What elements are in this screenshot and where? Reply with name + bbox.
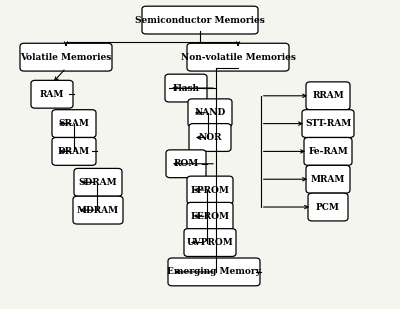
FancyBboxPatch shape — [187, 43, 289, 71]
Text: RAM: RAM — [40, 90, 64, 99]
FancyBboxPatch shape — [20, 43, 112, 71]
Text: EPROM: EPROM — [190, 185, 230, 195]
Text: NAND: NAND — [194, 108, 226, 117]
FancyBboxPatch shape — [302, 110, 354, 138]
FancyBboxPatch shape — [52, 138, 96, 165]
Text: MRAM: MRAM — [311, 175, 345, 184]
FancyBboxPatch shape — [52, 110, 96, 138]
FancyBboxPatch shape — [308, 193, 348, 221]
FancyBboxPatch shape — [306, 82, 350, 110]
Text: DRAM: DRAM — [58, 147, 90, 156]
Text: Semiconductor Memories: Semiconductor Memories — [135, 15, 265, 25]
FancyBboxPatch shape — [73, 196, 123, 224]
Text: SRAM: SRAM — [58, 119, 90, 128]
Text: PCM: PCM — [316, 202, 340, 212]
FancyBboxPatch shape — [304, 138, 352, 165]
FancyBboxPatch shape — [187, 176, 233, 204]
Text: Fe-RAM: Fe-RAM — [308, 147, 348, 156]
FancyBboxPatch shape — [31, 80, 73, 108]
FancyBboxPatch shape — [165, 74, 207, 102]
Text: STT-RAM: STT-RAM — [305, 119, 351, 128]
Text: RRAM: RRAM — [312, 91, 344, 100]
Text: NOR: NOR — [198, 133, 222, 142]
Text: MDRAM: MDRAM — [77, 205, 119, 215]
Text: Non-volatile Memories: Non-volatile Memories — [180, 53, 296, 62]
Text: Emerging Memory: Emerging Memory — [167, 267, 261, 277]
Text: SDRAM: SDRAM — [79, 178, 117, 187]
Text: Volatile Memories: Volatile Memories — [20, 53, 112, 62]
FancyBboxPatch shape — [184, 229, 236, 256]
Text: ROM: ROM — [173, 159, 199, 168]
Text: EEROM: EEROM — [190, 212, 230, 221]
FancyBboxPatch shape — [306, 165, 350, 193]
FancyBboxPatch shape — [166, 150, 206, 178]
FancyBboxPatch shape — [187, 202, 233, 230]
FancyBboxPatch shape — [189, 124, 231, 151]
FancyBboxPatch shape — [74, 168, 122, 196]
Text: Flash: Flash — [172, 83, 200, 93]
FancyBboxPatch shape — [168, 258, 260, 286]
FancyBboxPatch shape — [142, 6, 258, 34]
Text: UVPROM: UVPROM — [187, 238, 233, 247]
FancyBboxPatch shape — [188, 99, 232, 127]
